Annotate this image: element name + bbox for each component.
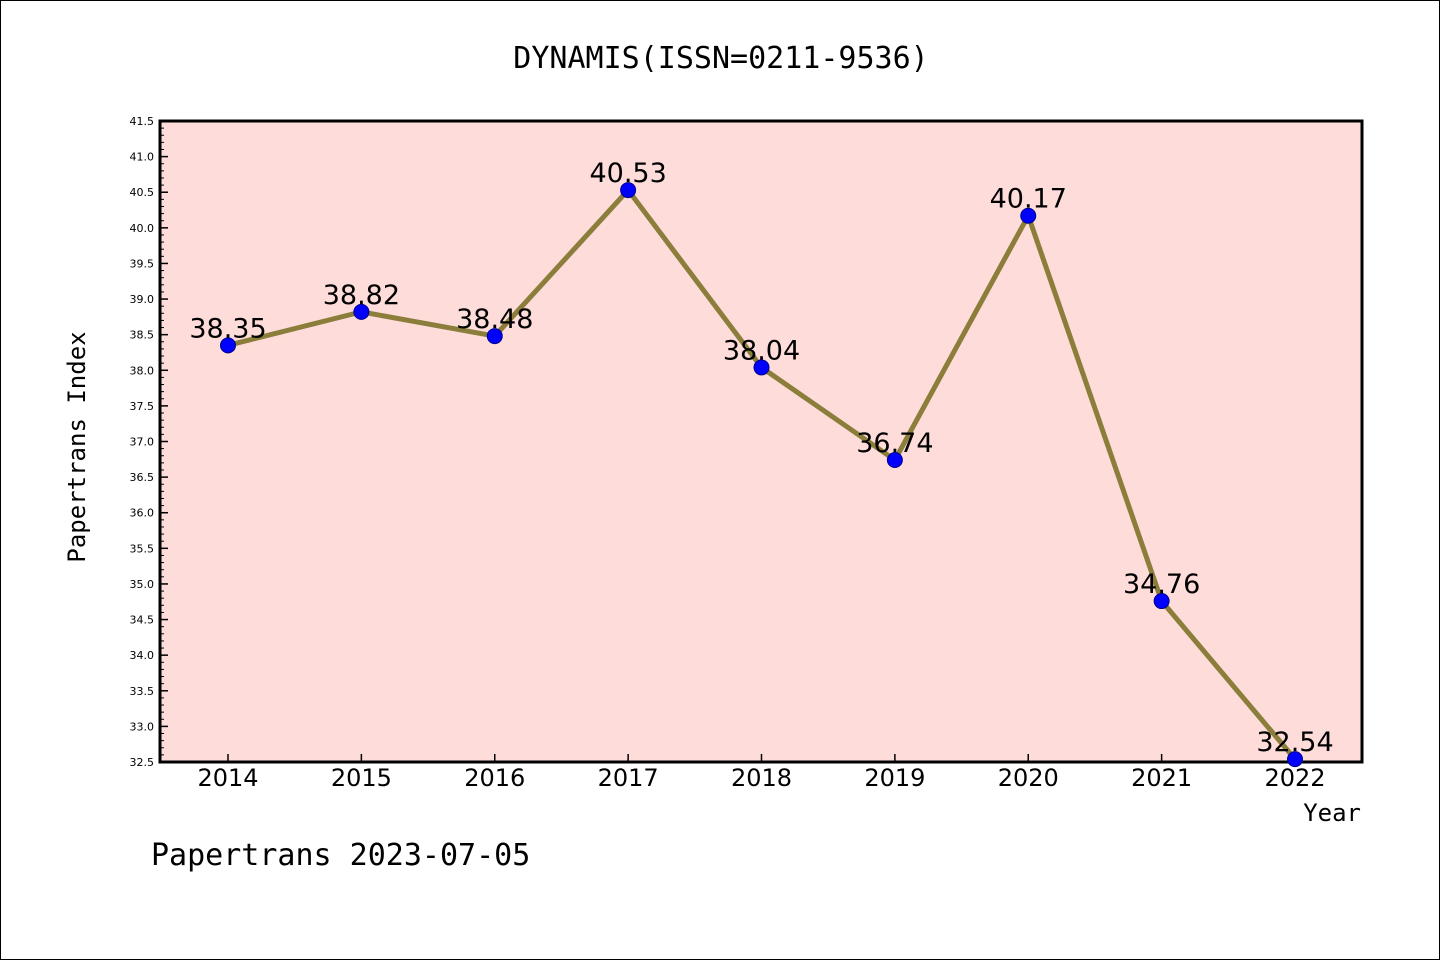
data-point [486,328,503,345]
data-label: 38.48 [456,304,533,335]
y-tick-label: 34.0 [130,649,155,662]
y-tick-label: 36.0 [130,507,155,520]
data-labels: 38.35 38.82 38.48 40.53 38.04 36.74 40.17 34.76… [189,158,1333,758]
data-label: 32.54 [1256,727,1333,758]
x-axis-label: Year [1303,799,1361,827]
y-tick-label: 41.0 [130,151,155,164]
y-tick-label: 38.5 [130,329,155,342]
data-label: 40.17 [990,184,1067,215]
y-tick-label: 32.5 [130,756,155,769]
data-label: 38.82 [323,280,400,311]
x-tick-label: 2018 [731,764,792,792]
series-layer [220,182,1303,768]
data-label: 38.35 [189,313,266,344]
data-label: 36.74 [856,428,933,459]
x-tick-label: 2014 [197,764,258,792]
x-tick-label: 2020 [998,764,1059,792]
y-tick-label: 38.0 [130,364,155,377]
y-tick-label: 39.0 [130,293,155,306]
y-tick-label: 33.0 [130,720,155,733]
x-axis: 2014 2015 2016 2017 2018 2019 2020 2021 2022 [197,754,1326,792]
y-tick-label: 33.5 [130,685,155,698]
y-tick-label: 41.5 [130,115,155,128]
data-label: 40.53 [589,158,666,189]
y-tick-label: 36.5 [130,471,155,484]
plot-area [158,119,1364,764]
x-tick-label: 2019 [864,764,925,792]
y-axis: 32.5 33.0 33.5 34.0 34.5 35.0 35.5 36.0 36.5 37.0… [130,115,168,769]
data-label: 34.76 [1123,569,1200,600]
data-point [220,337,236,354]
data-point [886,452,903,469]
y-tick-label: 35.0 [130,578,155,591]
data-point [1287,751,1303,768]
data-point [620,182,637,199]
y-tick-label: 40.5 [130,186,155,199]
x-tick-label: 2021 [1131,764,1192,792]
y-axis-label: Papertrans Index [63,331,91,562]
y-tick-label: 39.5 [130,257,155,270]
chart-title: DYNAMIS(ISSN=0211-9536) [513,41,928,76]
y-tick-label: 34.5 [130,614,155,627]
data-point [1020,207,1037,224]
data-point [353,303,370,320]
data-point [753,359,770,376]
x-tick-label: 2016 [464,764,525,792]
y-tick-label: 37.5 [130,400,155,413]
y-tick-label: 37.0 [130,436,155,449]
x-tick-label: 2015 [331,764,392,792]
x-tick-label: 2017 [598,764,659,792]
footer-credit: Papertrans 2023-07-05 [151,838,530,873]
data-point [1153,593,1170,610]
x-tick-label: 2022 [1264,764,1325,792]
data-label: 38.04 [723,335,800,366]
y-tick-label: 40.0 [130,222,155,235]
y-tick-label: 35.5 [130,542,155,555]
